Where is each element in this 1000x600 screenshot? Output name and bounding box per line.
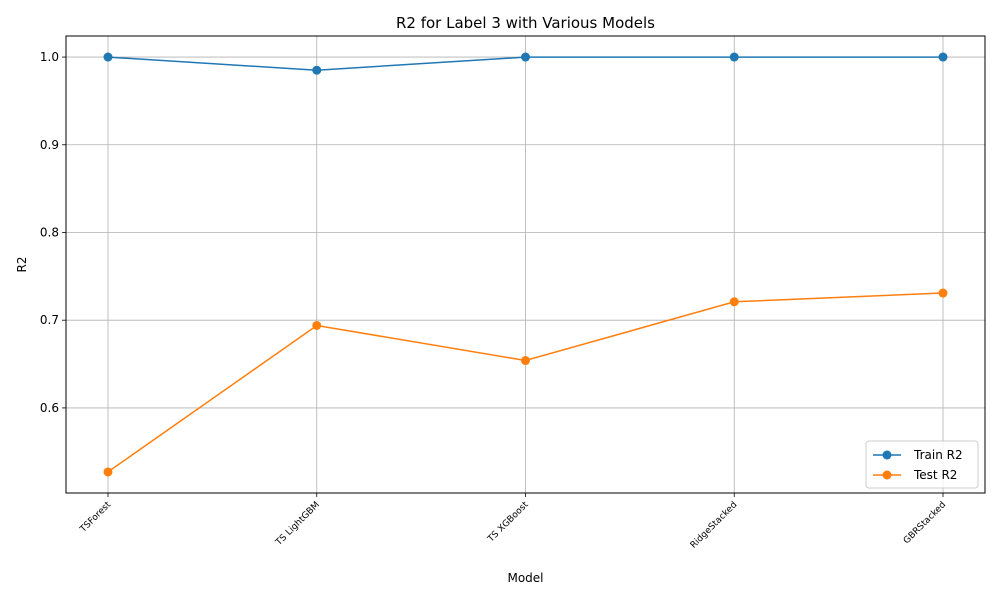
data-point <box>103 52 113 62</box>
x-tick-label: TS XGBoost <box>486 500 531 545</box>
axis-ticks: TSForest TS LightGBM TS XGBoost RidgeStacke… <box>40 50 948 551</box>
y-tick-label: 0.8 <box>40 225 59 239</box>
data-point <box>312 65 322 75</box>
data-point <box>521 52 530 62</box>
x-axis-label: Model <box>507 571 543 585</box>
x-tick-label: TSForest <box>78 500 114 536</box>
y-tick-label: 0.6 <box>40 401 59 415</box>
data-point <box>938 288 948 298</box>
y-tick-label: 0.7 <box>40 313 59 327</box>
data-point <box>729 297 739 307</box>
x-tick-label: GBRStacked <box>902 500 948 546</box>
legend-marker-test <box>882 470 892 480</box>
data-point <box>521 356 530 366</box>
y-tick-label: 0.9 <box>40 138 59 152</box>
data-point <box>938 52 948 62</box>
legend-label-train: Train R2 <box>913 448 963 462</box>
legend: Train R2 Test R2 <box>865 440 979 489</box>
legend-marker-train <box>882 450 892 460</box>
y-axis-label: R2 <box>15 257 29 273</box>
x-tick-label: RidgeStacked <box>689 500 740 551</box>
data-point <box>103 467 113 477</box>
grid-lines <box>66 36 985 493</box>
data-point <box>312 320 322 330</box>
legend-frame <box>865 440 979 489</box>
data-point <box>729 52 739 62</box>
x-tick-label: TS LightGBM <box>273 500 321 548</box>
y-tick-label: 1.0 <box>40 50 59 64</box>
legend-label-test: Test R2 <box>913 468 957 482</box>
series-layer <box>103 52 948 477</box>
chart-title: R2 for Label 3 with Various Models <box>396 14 655 32</box>
